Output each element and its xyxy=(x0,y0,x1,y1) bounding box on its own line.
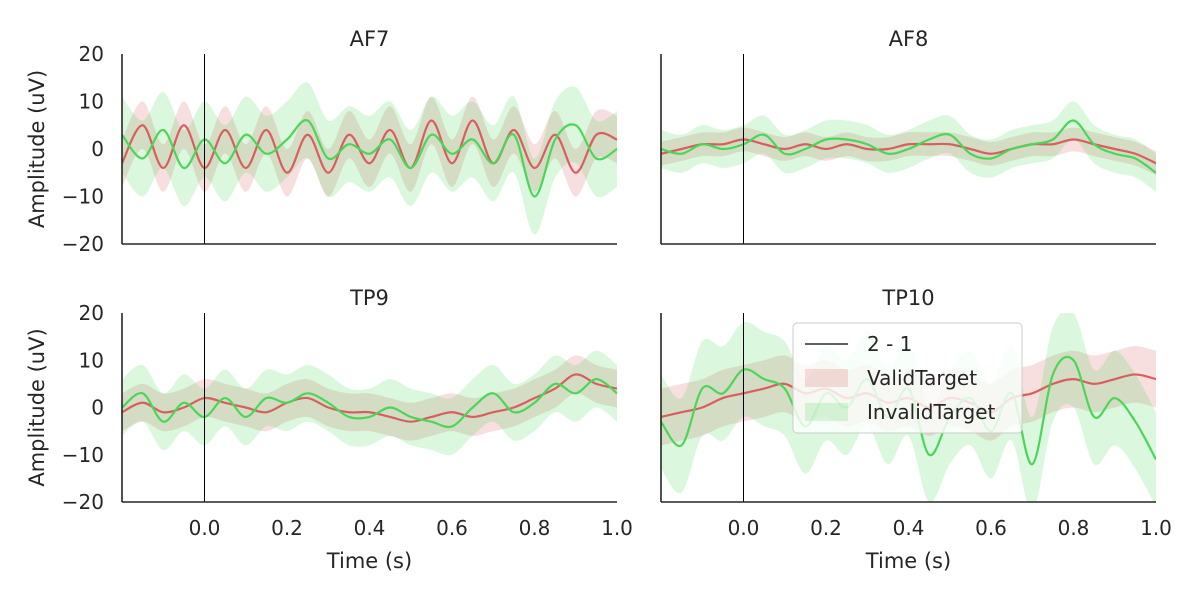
band-validtarget xyxy=(661,127,1156,176)
legend: 2 - 1 ValidTarget InvalidTarget xyxy=(792,322,1023,434)
x-tick-label: 0.4 xyxy=(354,516,386,540)
x-tick-label: 0.0 xyxy=(189,516,221,540)
y-tick-label: 10 xyxy=(79,348,104,372)
x-tick-label: 0.0 xyxy=(728,516,760,540)
band-invalidtarget xyxy=(122,350,617,456)
x-axis-title: Time (s) xyxy=(865,549,951,573)
x-tick-label: 0.6 xyxy=(975,516,1007,540)
y-axis-title: Amplitude (uV) xyxy=(25,328,49,486)
x-tick-label: 1.0 xyxy=(1140,516,1172,540)
x-tick-label: 0.2 xyxy=(810,516,842,540)
y-tick-label: −10 xyxy=(62,185,104,209)
x-tick-label: 0.4 xyxy=(893,516,925,540)
y-tick-label: 10 xyxy=(79,90,104,114)
y-tick-label: −20 xyxy=(62,490,104,514)
band-validtarget xyxy=(122,355,617,441)
y-tick-label: −20 xyxy=(62,232,104,256)
legend-label: ValidTarget xyxy=(867,366,977,390)
panel-af7: AF7 20 10 0 −10 −20 Amplitude (uV) xyxy=(25,27,617,256)
plot-area-af8 xyxy=(661,101,1156,192)
panel-tp9: TP9 20 10 0 −10 −20 Amplitude (uV) 0.0 0.2 0.4 0.6… xyxy=(25,286,633,573)
band-invalidtarget xyxy=(122,82,617,235)
x-axis-title: Time (s) xyxy=(326,549,412,573)
x-tick-label: 1.0 xyxy=(601,516,633,540)
panel-title: AF8 xyxy=(889,27,929,51)
legend-label: InvalidTarget xyxy=(867,400,996,424)
x-tick-label: 0.2 xyxy=(271,516,303,540)
panel-title: TP10 xyxy=(881,286,934,310)
legend-frame xyxy=(792,322,1023,434)
y-tick-label: 0 xyxy=(91,396,104,420)
y-tick-label: 20 xyxy=(79,42,104,66)
legend-swatch xyxy=(805,403,848,421)
y-axis-title: Amplitude (uV) xyxy=(25,70,49,228)
plot-area-tp9 xyxy=(122,350,617,456)
panel-af8: AF8 xyxy=(660,27,1156,245)
panel-title: TP9 xyxy=(349,286,389,310)
band-validtarget xyxy=(122,96,617,197)
y-tick-label: 0 xyxy=(91,137,104,161)
x-tick-label: 0.6 xyxy=(436,516,468,540)
legend-label: 2 - 1 xyxy=(867,332,912,356)
legend-swatch xyxy=(805,369,848,387)
panel-title: AF7 xyxy=(350,27,390,51)
y-tick-label: −10 xyxy=(62,443,104,467)
x-tick-label: 0.8 xyxy=(1058,516,1090,540)
plot-area-af7 xyxy=(122,82,617,235)
x-tick-label: 0.8 xyxy=(519,516,551,540)
band-invalidtarget xyxy=(661,101,1156,192)
y-tick-label: 20 xyxy=(79,301,104,325)
